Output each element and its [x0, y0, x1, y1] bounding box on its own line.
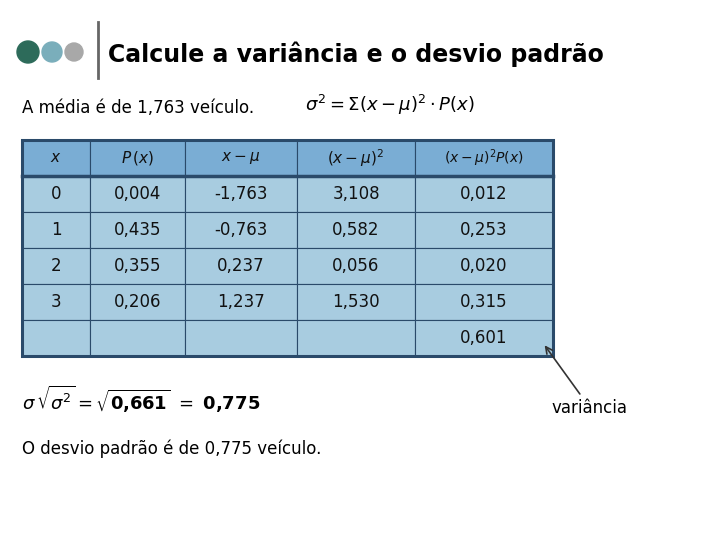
- Text: 1: 1: [50, 221, 61, 239]
- Text: $P\,(x)$: $P\,(x)$: [121, 149, 154, 167]
- Bar: [22, 320, 90, 356]
- Bar: [185, 212, 297, 248]
- Text: 0,435: 0,435: [114, 221, 161, 239]
- Bar: [297, 320, 415, 356]
- Bar: [297, 140, 415, 176]
- Bar: [297, 212, 415, 248]
- Text: $x$: $x$: [50, 151, 62, 165]
- Circle shape: [42, 42, 62, 62]
- Text: 0,206: 0,206: [114, 293, 161, 311]
- Text: $(x - \mu)^2$: $(x - \mu)^2$: [328, 147, 384, 169]
- Text: $\sigma^2 = \Sigma(x - \mu)^2 \cdot P(x)$: $\sigma^2 = \Sigma(x - \mu)^2 \cdot P(x)…: [305, 93, 475, 117]
- Bar: [415, 284, 553, 320]
- Text: 2: 2: [50, 257, 61, 275]
- Text: $x - \mu$: $x - \mu$: [222, 150, 261, 166]
- Bar: [90, 320, 185, 356]
- Text: -1,763: -1,763: [215, 185, 268, 203]
- Circle shape: [65, 43, 83, 61]
- Text: 0,601: 0,601: [460, 329, 508, 347]
- Text: A média é de 1,763 veículo.: A média é de 1,763 veículo.: [22, 99, 254, 117]
- Text: 0,315: 0,315: [460, 293, 508, 311]
- Text: -0,763: -0,763: [215, 221, 268, 239]
- Text: 3: 3: [50, 293, 61, 311]
- Text: 0,056: 0,056: [333, 257, 379, 275]
- Bar: [185, 320, 297, 356]
- Bar: [185, 140, 297, 176]
- Text: $(x - \mu)^2 P(x)$: $(x - \mu)^2 P(x)$: [444, 147, 524, 169]
- Bar: [185, 284, 297, 320]
- Bar: [415, 248, 553, 284]
- Text: 0,253: 0,253: [460, 221, 508, 239]
- Text: O desvio padrão é de 0,775 veículo.: O desvio padrão é de 0,775 veículo.: [22, 439, 321, 457]
- Bar: [22, 284, 90, 320]
- Bar: [22, 140, 90, 176]
- Text: $\sigma\,\sqrt{\sigma^2} = \sqrt{\mathbf{0{,}661}}\ =\ \mathbf{0{,}775}$: $\sigma\,\sqrt{\sigma^2} = \sqrt{\mathbf…: [22, 384, 261, 415]
- Text: 0,237: 0,237: [217, 257, 265, 275]
- Text: 0,020: 0,020: [460, 257, 508, 275]
- Bar: [90, 248, 185, 284]
- Bar: [415, 212, 553, 248]
- Text: Calcule a variância e o desvio padrão: Calcule a variância e o desvio padrão: [108, 41, 604, 67]
- Bar: [185, 176, 297, 212]
- Bar: [415, 140, 553, 176]
- Bar: [90, 176, 185, 212]
- Bar: [297, 248, 415, 284]
- Text: 0,355: 0,355: [114, 257, 161, 275]
- Text: 0,582: 0,582: [332, 221, 379, 239]
- Text: 1,237: 1,237: [217, 293, 265, 311]
- Bar: [90, 140, 185, 176]
- Text: 3,108: 3,108: [332, 185, 380, 203]
- Bar: [22, 248, 90, 284]
- Bar: [90, 284, 185, 320]
- Text: 1,530: 1,530: [332, 293, 380, 311]
- Bar: [297, 176, 415, 212]
- Bar: [22, 176, 90, 212]
- Bar: [22, 212, 90, 248]
- Text: 0,004: 0,004: [114, 185, 161, 203]
- Bar: [22, 140, 553, 356]
- Text: 0,012: 0,012: [460, 185, 508, 203]
- Bar: [415, 176, 553, 212]
- Bar: [297, 284, 415, 320]
- Bar: [90, 212, 185, 248]
- Circle shape: [17, 41, 39, 63]
- Text: variância: variância: [546, 347, 628, 417]
- Bar: [415, 320, 553, 356]
- Bar: [185, 248, 297, 284]
- Text: 0: 0: [50, 185, 61, 203]
